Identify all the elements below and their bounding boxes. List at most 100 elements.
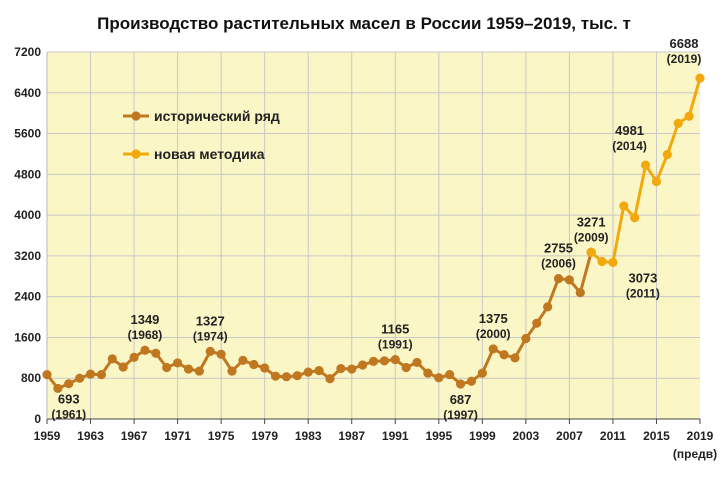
data-point [107,354,117,364]
x-tick-label: 1963 [77,429,104,443]
y-tick-label: 1600 [14,330,41,344]
data-point [42,370,52,380]
x-tick-label: 1983 [295,429,322,443]
annotation-value: 693 [58,392,80,407]
y-tick-label: 6400 [14,86,41,100]
x-tick-label: 2003 [513,429,540,443]
annotation-year: (2011) [626,286,660,300]
x-tick-label: 1971 [164,429,191,443]
legend-item-1: исторический ряд [123,108,280,124]
legend-item-2: новая методика [123,146,265,162]
data-point [96,370,107,380]
series-1 [42,247,596,394]
data-point [151,348,161,358]
x-tick-label: 1987 [338,429,365,443]
y-tick-label: 2400 [14,290,41,304]
data-point [75,373,85,383]
series-layer [42,73,705,394]
data-point [684,111,694,121]
data-point [347,364,357,374]
annotation-year: (2006) [541,257,576,271]
data-point [532,318,542,328]
data-point [358,360,368,370]
data-point [543,302,553,312]
y-tick-label: 4800 [14,167,41,181]
data-point [194,366,204,376]
data-point [662,149,672,160]
annotation-value: 1327 [196,313,225,328]
x-tick-label: 1979 [251,429,278,443]
x-tick-label: 1975 [208,429,235,443]
series-2 [586,73,705,267]
data-point [586,247,596,257]
chart-title: Производство растительных масел в России… [97,14,631,33]
legend: исторический ряд новая методика [123,108,280,162]
annotation-year: (2009) [574,230,609,244]
data-point [64,379,74,389]
data-point [53,383,63,394]
legend-label: исторический ряд [154,108,280,124]
data-point [325,374,335,384]
annotation-year: (1968) [128,328,163,342]
data-point [434,373,444,383]
annotation-year: (2000) [476,327,511,341]
data-point [216,349,226,359]
x-tick-label: 2007 [556,429,583,443]
y-tick-label: 3200 [14,249,41,263]
data-point [270,371,281,381]
y-tick-label: 7200 [14,45,41,59]
data-point [455,379,466,389]
data-point [183,364,194,374]
data-point [379,356,389,366]
data-point [314,365,324,376]
annotation-value: 4981 [615,123,644,138]
data-point [281,372,292,382]
data-point [412,357,422,368]
annotation-value: 2755 [544,241,573,256]
data-point [173,358,183,368]
data-point [619,201,629,211]
annotation-value: 1375 [479,311,508,326]
data-point [488,344,498,354]
data-point [238,355,248,365]
x-tick-label: 2011 [600,429,626,443]
annotation-year: (2014) [612,139,647,153]
x-tick-label: 1995 [425,429,452,443]
annotation-value: 1349 [130,312,159,327]
y-tick-label: 800 [21,371,41,385]
y-tick-label: 4000 [14,208,41,222]
annotations: 693(1961) 1349(1968) 1327(1974) 1165(1991) 6… [51,36,701,422]
annotation-value: 687 [450,392,472,407]
data-point [510,353,520,363]
data-point [553,273,564,284]
legend-label: новая методика [154,146,265,162]
data-point [651,176,662,187]
data-point [303,367,313,377]
data-point [390,355,400,365]
annotation-year: (1961) [51,408,86,422]
annotation-value: 1165 [381,322,409,337]
data-point [249,359,259,370]
data-point [401,362,411,373]
data-point [499,350,509,360]
data-point [292,371,302,381]
data-point [118,362,128,372]
axes: 0 800 1600 2400 3200 4000 4800 5600 6400 7200 1959… [14,45,713,443]
data-point [640,160,651,170]
y-tick-label: 0 [34,412,41,426]
data-point [205,346,215,356]
data-point [85,369,96,379]
data-point [336,363,346,374]
data-point [477,368,487,378]
data-point [575,287,585,298]
annotation-value: 3271 [577,214,606,229]
data-point [466,376,477,386]
data-point [129,352,139,362]
annotation-value: 6688 [670,36,699,51]
annotation-year: (1991) [378,338,413,352]
x-tick-label: 1967 [121,429,148,443]
data-point [630,213,640,223]
data-point [260,363,270,373]
